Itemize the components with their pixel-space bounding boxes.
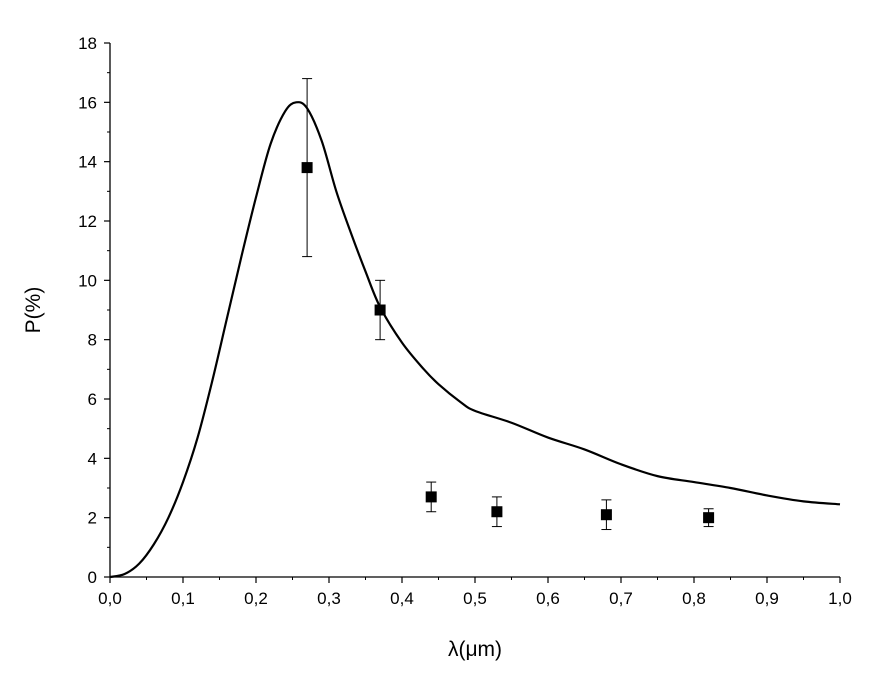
- ticks-layer: 0,0 0,1 0,2 0,3 0,4 0,5 0,6 0,7 0,8 0,9 1,0 0 2 4 6 8 10…: [78, 34, 852, 608]
- data-point: [600, 509, 612, 521]
- points-layer: [301, 78, 715, 531]
- y-tick-label: 16: [78, 93, 97, 112]
- data-point-group: [600, 499, 612, 531]
- x-tick-label: 0,4: [390, 589, 414, 608]
- x-tick-label: 0,8: [682, 589, 706, 608]
- y-tick-label: 10: [78, 271, 97, 290]
- data-point-group: [491, 496, 503, 528]
- data-point-group: [425, 481, 437, 513]
- model-curve: [109, 101, 841, 579]
- y-axis-title: P(%): [22, 287, 45, 334]
- y-tick-label: 4: [88, 449, 97, 468]
- y-tick-label: 8: [88, 331, 97, 350]
- x-tick-label: 0,0: [98, 589, 122, 608]
- y-tick-label: 0: [88, 568, 97, 587]
- data-point: [425, 491, 437, 503]
- curve-layer: [109, 101, 841, 579]
- data-point-group: [301, 78, 313, 258]
- x-tick-label: 1,0: [828, 589, 852, 608]
- y-tick-label: 14: [78, 153, 97, 172]
- data-point: [301, 162, 313, 174]
- data-point: [374, 304, 386, 316]
- y-tick-label: 6: [88, 390, 97, 409]
- x-tick-label: 0,3: [317, 589, 341, 608]
- data-point: [491, 506, 503, 518]
- x-tick-label: 0,5: [463, 589, 487, 608]
- x-tick-label: 0,7: [609, 589, 633, 608]
- x-tick-label: 0,9: [755, 589, 779, 608]
- x-tick-label: 0,1: [171, 589, 195, 608]
- y-tick-label: 12: [78, 212, 97, 231]
- x-axis-title: λ(μm): [448, 638, 502, 661]
- x-tick-label: 0,6: [536, 589, 560, 608]
- y-tick-label: 2: [88, 509, 97, 528]
- data-point: [703, 512, 715, 524]
- axes-layer: [109, 43, 840, 578]
- data-point-group: [703, 508, 715, 528]
- x-tick-label: 0,2: [244, 589, 268, 608]
- y-tick-label: 18: [78, 34, 97, 53]
- data-point-group: [374, 279, 386, 341]
